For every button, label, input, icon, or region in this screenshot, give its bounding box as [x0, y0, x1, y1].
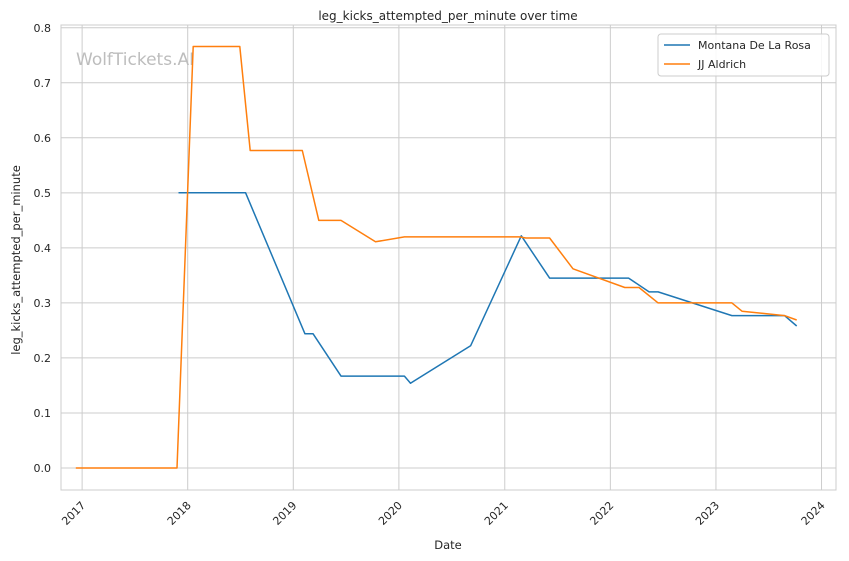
y-tick-label: 0.3: [34, 297, 52, 310]
tick-layer: 0.0 0.1 0.2 0.3 0.4 0.5 0.6 0.7 0.8 2017 2018 2019 2…: [34, 22, 828, 528]
chart-title: leg_kicks_attempted_per_minute over time: [318, 9, 577, 23]
x-tick-label: 2020: [376, 499, 405, 528]
x-tick-label: 2023: [693, 499, 722, 528]
y-tick-label: 0.4: [34, 242, 52, 255]
y-tick-label: 0.5: [34, 187, 52, 200]
x-tick-label: 2018: [165, 499, 194, 528]
x-tick-label: 2024: [799, 499, 828, 528]
x-tick-label: 2022: [587, 499, 616, 528]
y-tick-label: 0.8: [34, 22, 52, 35]
series-line-0: [178, 192, 798, 384]
y-tick-label: 0.0: [34, 462, 52, 475]
legend: Montana De La Rosa JJ Aldrich: [657, 33, 830, 77]
series-layer: [75, 45, 798, 469]
grid-layer: [61, 25, 836, 490]
y-tick-label: 0.1: [34, 407, 52, 420]
series-line-1: [75, 45, 797, 469]
x-tick-label: 2017: [59, 499, 88, 528]
legend-label-montana: Montana De La Rosa: [698, 39, 811, 52]
legend-box: [657, 33, 830, 77]
legend-label-jj: JJ Aldrich: [697, 58, 746, 71]
y-tick-label: 0.6: [34, 132, 52, 145]
plot-frame: [60, 24, 837, 491]
watermark: WolfTickets.AI: [76, 50, 194, 70]
y-tick-label: 0.2: [34, 352, 52, 365]
y-axis-label: leg_kicks_attempted_per_minute: [9, 165, 23, 355]
x-tick-label: 2019: [270, 499, 299, 528]
y-tick-label: 0.7: [34, 77, 52, 90]
x-axis-label: Date: [434, 538, 462, 552]
x-tick-label: 2021: [482, 499, 511, 528]
